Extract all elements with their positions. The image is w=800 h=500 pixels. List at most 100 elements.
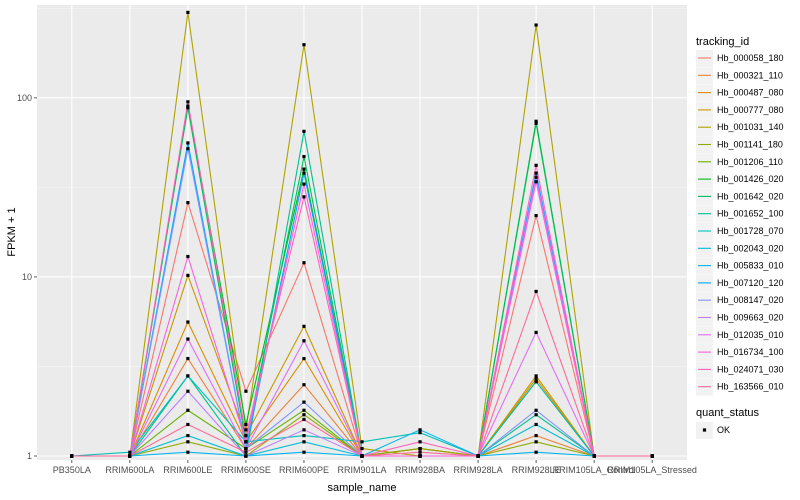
data-point: [418, 428, 422, 432]
data-point: [244, 422, 248, 427]
data-point: [302, 167, 306, 171]
data-point: [534, 121, 538, 126]
data-point: [186, 254, 190, 259]
data-point: [534, 289, 538, 294]
data-point: [534, 380, 538, 384]
data-point: [302, 261, 306, 265]
data-point: [534, 180, 538, 184]
data-point: [534, 377, 538, 381]
legend-label: Hb_000321_110: [717, 70, 783, 80]
data-point: [534, 408, 538, 412]
data-point: [186, 320, 190, 324]
data-point: [302, 417, 306, 422]
data-point: [244, 428, 248, 432]
data-point: [302, 356, 306, 361]
data-point: [186, 450, 190, 454]
data-point: [186, 100, 190, 104]
x-tick-label: RRIM928LE: [512, 465, 561, 475]
legend: tracking_id Hb_000058_180Hb_000321_110Hb…: [696, 36, 784, 439]
legend-items: Hb_000058_180 Hb_000321_110 Hb_000487_080 H…: [696, 50, 784, 396]
data-point: [302, 339, 306, 343]
data-point: [244, 450, 248, 454]
data-point: [186, 422, 190, 427]
y-tick-label: 100: [17, 93, 32, 103]
legend-label: Hb_001426_020: [717, 174, 784, 184]
data-point: [128, 450, 132, 454]
data-point: [534, 163, 538, 167]
data-point: [534, 175, 538, 179]
data-point: [592, 454, 596, 458]
legend-label: Hb_007120_120: [717, 278, 784, 288]
data-point: [534, 422, 538, 427]
legend-label: Hb_005833_010: [717, 261, 784, 271]
data-point: [186, 356, 190, 361]
shape-legend-key: [702, 428, 707, 432]
data-point: [418, 454, 422, 458]
data-point: [302, 195, 306, 199]
data-point: [186, 408, 190, 412]
data-point: [244, 434, 248, 438]
data-point: [360, 454, 364, 458]
x-tick-label: RRIM928BA: [395, 465, 445, 475]
legend-label: Hb_000487_080: [717, 88, 784, 98]
legend-title: tracking_id: [696, 36, 749, 48]
data-point: [418, 450, 422, 454]
data-point: [418, 440, 422, 444]
data-point: [186, 104, 190, 108]
data-point: [418, 431, 422, 435]
data-point: [302, 413, 306, 417]
data-point: [302, 400, 306, 404]
data-point: [244, 454, 248, 458]
data-point: [128, 454, 132, 458]
data-point: [186, 10, 190, 15]
data-point: [244, 446, 248, 451]
legend-label: Hb_016734_100: [717, 347, 784, 357]
x-tick-label: PB350LA: [53, 465, 91, 475]
x-tick-label: RRIM600SE: [221, 465, 271, 475]
y-axis-title: FPKM + 1: [6, 207, 18, 256]
shape-legend-label: OK: [717, 425, 730, 435]
data-point: [244, 440, 248, 444]
legend-label: Hb_001642_020: [717, 191, 784, 201]
data-point: [360, 446, 364, 451]
data-point: [650, 454, 654, 458]
legend-label: Hb_001652_100: [717, 209, 784, 219]
x-axis: PB350LA RRIM600LA RRIM600LE RRIM600SE RRIM60…: [53, 460, 697, 475]
legend-label: Hb_001206_110: [717, 157, 783, 167]
data-point: [186, 106, 190, 110]
data-point: [476, 454, 480, 458]
legend-label: Hb_008147_020: [717, 295, 784, 305]
data-point: [186, 374, 190, 378]
data-point: [70, 454, 74, 458]
data-point: [534, 374, 538, 378]
x-tick-label: RRIM105LA_Control: [553, 465, 636, 475]
data-point: [186, 201, 190, 205]
data-point: [534, 171, 538, 175]
data-points: [70, 10, 654, 458]
legend-label: Hb_001141_180: [717, 140, 783, 150]
data-point: [186, 337, 190, 341]
data-point: [302, 428, 306, 432]
data-point: [534, 214, 538, 218]
legend-label: Hb_001728_070: [717, 226, 784, 236]
data-point: [534, 330, 538, 335]
x-tick-label: RRIM600PE: [279, 465, 329, 475]
data-point: [534, 434, 538, 438]
legend-label: Hb_000777_080: [717, 105, 784, 115]
data-point: [534, 119, 538, 123]
data-point: [302, 440, 306, 444]
shape-legend-items: OK: [696, 422, 730, 439]
shape-legend-title: quant_status: [696, 407, 759, 419]
x-axis-title: sample_name: [327, 482, 396, 494]
y-tick-label: 1: [27, 451, 32, 461]
data-point: [534, 23, 538, 27]
data-point: [186, 440, 190, 444]
x-tick-label: RRIM901LA: [337, 465, 386, 475]
legend-label: Hb_009663_020: [717, 313, 784, 323]
data-point: [302, 408, 306, 412]
data-point: [186, 147, 190, 151]
data-point: [302, 171, 306, 175]
data-point: [302, 434, 306, 438]
data-point: [302, 129, 306, 133]
